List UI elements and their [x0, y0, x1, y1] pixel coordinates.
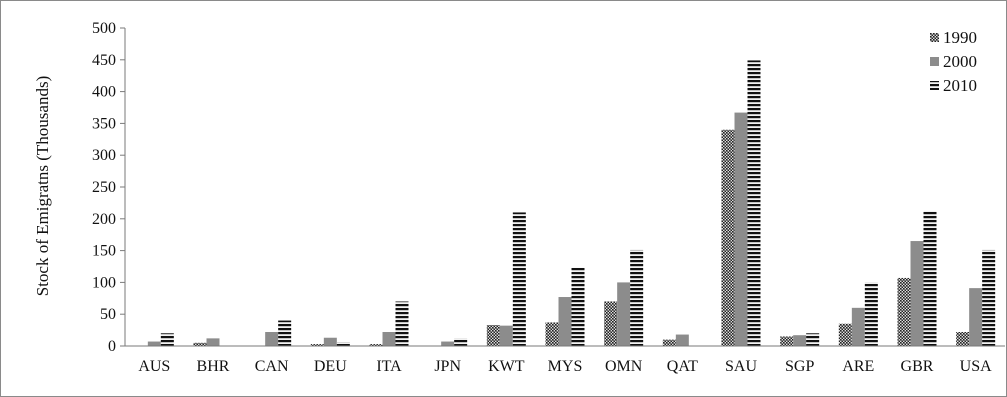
bar-deu-1990 — [310, 344, 324, 346]
legend-swatch-1990 — [930, 33, 939, 42]
bar-can-2010 — [278, 320, 292, 346]
x-tick-label: ARE — [842, 358, 874, 375]
y-tick-label: 50 — [100, 306, 116, 323]
x-tick-label: BHR — [197, 358, 230, 375]
y-tick-label: 450 — [92, 52, 116, 69]
bar-sgp-1990 — [780, 336, 794, 346]
bar-gbr-1990 — [897, 277, 911, 346]
bar-usa-2010 — [982, 249, 996, 346]
y-tick-label: 400 — [92, 84, 116, 101]
legend: 1990 2000 2010 — [930, 28, 977, 95]
bar-gbr-2010 — [923, 211, 937, 346]
bar-ita-1990 — [369, 344, 383, 346]
x-tick-label: MYS — [548, 358, 583, 375]
y-tick-label: 300 — [92, 147, 116, 164]
bar-sgp-2000 — [793, 335, 807, 346]
y-tick-label: 500 — [92, 20, 116, 37]
bar-omn-2010 — [630, 249, 644, 346]
x-axis: AUS BHR CAN DEU ITA JPN KWT MYS OMN QAT SAU SGP ARE G… — [125, 345, 1005, 375]
x-tick-label: OMN — [605, 358, 643, 375]
x-tick-label: CAN — [255, 358, 289, 375]
y-tick-label: 200 — [92, 211, 116, 228]
bar-mys-2000 — [558, 297, 572, 346]
bar-kwt-2000 — [499, 325, 513, 346]
legend-swatch-2000 — [930, 57, 939, 66]
legend-label-1990: 1990 — [943, 28, 977, 47]
y-tick-label: 250 — [92, 179, 116, 196]
bar-deu-2000 — [323, 337, 337, 346]
y-tick-label: 100 — [92, 274, 116, 291]
bar-usa-2000 — [969, 288, 983, 346]
bar-are-2010 — [864, 282, 878, 346]
y-tick-label: 350 — [92, 115, 116, 132]
legend-label-2010: 2010 — [943, 76, 977, 95]
bar-kwt-2010 — [512, 212, 526, 346]
x-tick-label: SGP — [785, 358, 814, 375]
y-tick-label: 150 — [92, 243, 116, 260]
x-tick-label: SAU — [725, 358, 757, 375]
bar-qat-2000 — [675, 334, 689, 346]
bar-are-1990 — [838, 323, 852, 346]
bar-omn-2000 — [617, 282, 631, 346]
bar-bhr-2000 — [206, 338, 220, 346]
x-tick-label: JPN — [434, 358, 461, 375]
bar-usa-1990 — [956, 332, 970, 346]
x-tick-label: ITA — [376, 358, 402, 375]
x-tick-label: DEU — [314, 358, 347, 375]
bar-ita-2000 — [382, 332, 396, 346]
bar-qat-1990 — [662, 339, 676, 346]
x-tick-label: KWT — [488, 358, 525, 375]
bar-jpn-2010 — [454, 338, 468, 346]
bar-ita-2010 — [395, 301, 409, 346]
bar-sau-2010 — [747, 60, 761, 346]
bar-sau-1990 — [721, 129, 735, 346]
x-tick-label: GBR — [901, 358, 934, 375]
bar-kwt-1990 — [486, 325, 500, 346]
bar-deu-2010 — [336, 342, 350, 346]
bar-mys-1990 — [545, 322, 559, 346]
y-axis: 0 50 100 150 200 250 300 350 400 450 500 — [92, 20, 126, 355]
bar-aus-2010 — [160, 333, 174, 346]
bar-bhr-1990 — [193, 342, 207, 346]
bar-mys-2010 — [571, 267, 585, 346]
y-tick-label: 0 — [108, 338, 116, 355]
bar-sau-2000 — [734, 112, 748, 346]
bar-omn-1990 — [604, 301, 618, 346]
bar-sgp-2010 — [806, 333, 820, 346]
bars — [147, 60, 996, 346]
x-tick-label: QAT — [667, 358, 698, 375]
bar-gbr-2000 — [910, 241, 924, 346]
x-tick-label: USA — [960, 358, 992, 375]
bar-jpn-2000 — [441, 341, 455, 346]
bar-can-2000 — [265, 332, 279, 346]
bar-are-2000 — [851, 307, 865, 346]
bar-aus-2000 — [147, 341, 161, 346]
y-axis-title: Stock of Emigratns (Thousands) — [33, 76, 52, 297]
legend-swatch-2010 — [930, 81, 939, 90]
x-tick-label: AUS — [138, 358, 170, 375]
legend-label-2000: 2000 — [943, 52, 977, 71]
